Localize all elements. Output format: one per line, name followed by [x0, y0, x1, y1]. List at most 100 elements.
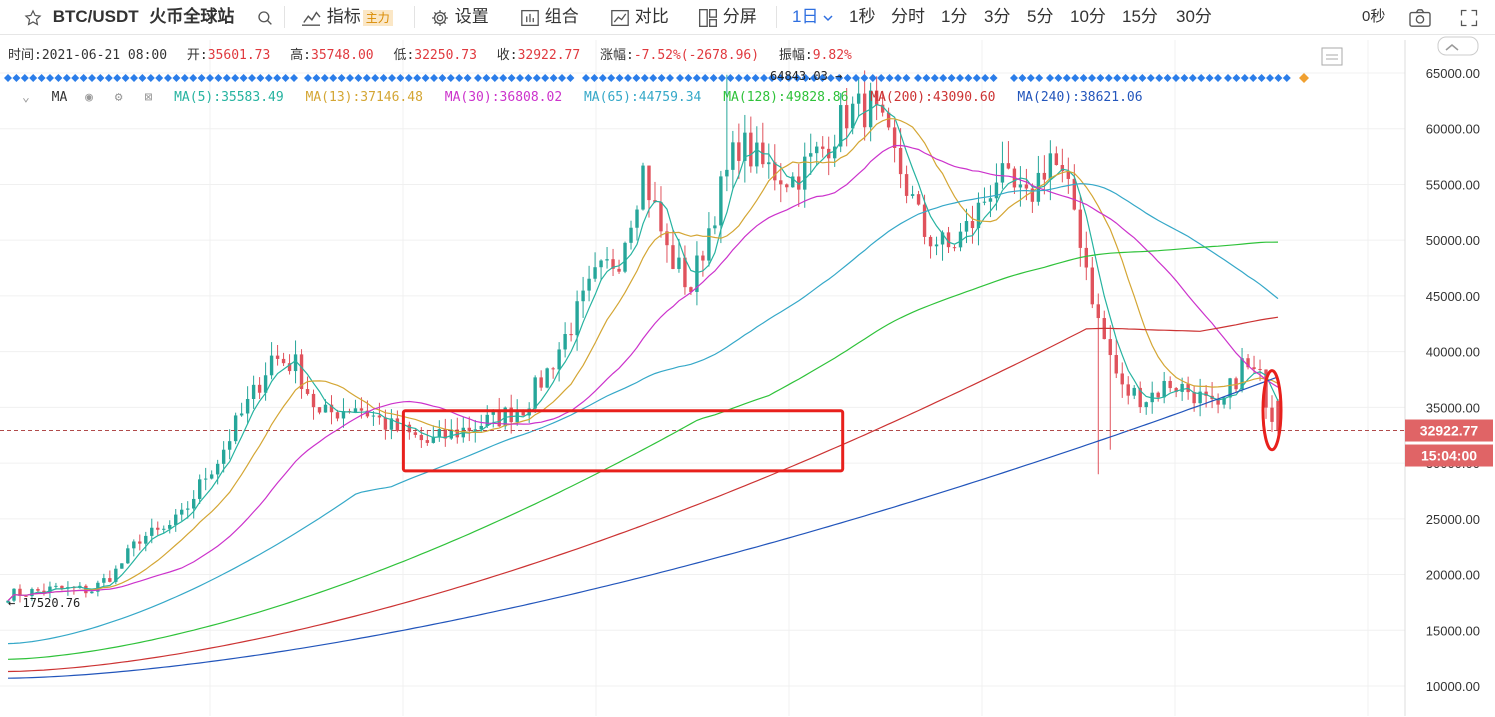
symbol-selector[interactable]: BTC/USDT 火币全球站: [24, 0, 234, 34]
event-marker: [868, 74, 877, 82]
event-marker: [96, 74, 105, 82]
candle-body: [359, 408, 364, 411]
event-marker: [281, 74, 290, 82]
event-marker: [701, 74, 710, 82]
timeframe-3m[interactable]: 3分: [984, 7, 1011, 26]
candle-body: [1276, 400, 1280, 431]
event-marker: [1249, 74, 1258, 82]
event-marker: [902, 74, 911, 82]
timeframe-5m[interactable]: 5分: [1027, 7, 1054, 26]
y-tick-label: 20000.00: [1426, 568, 1480, 583]
event-marker: [189, 74, 198, 82]
candle-body: [934, 244, 939, 247]
event-marker-row: [4, 73, 1309, 83]
candle-body: [186, 508, 190, 510]
candle-body: [120, 563, 124, 569]
event-marker: [1026, 74, 1035, 82]
event-marker: [354, 74, 363, 82]
candle-body: [1072, 178, 1077, 210]
event-marker: [104, 74, 113, 82]
event-marker: [329, 74, 338, 82]
candle-body: [365, 410, 370, 417]
gear-icon[interactable]: ⚙: [114, 90, 123, 105]
open-value: 35601.73: [207, 48, 271, 63]
split-screen-button[interactable]: 分屏: [698, 0, 757, 34]
event-marker: [180, 74, 189, 82]
ma-128-label: MA(128):49828.86: [723, 90, 849, 105]
candle-body: [593, 267, 597, 279]
event-marker: [516, 74, 524, 82]
y-tick-label: 40000.00: [1426, 345, 1480, 360]
candle-body: [587, 278, 591, 291]
event-marker: [29, 74, 38, 82]
event-marker: [1035, 74, 1044, 82]
candle-body: [1240, 358, 1244, 390]
event-marker: [430, 74, 438, 82]
timeframe-1s[interactable]: 1秒: [849, 7, 876, 26]
candle-body: [892, 127, 897, 148]
timeframe-15m[interactable]: 15分: [1122, 7, 1158, 26]
event-marker: [1088, 74, 1096, 82]
candle-body: [1132, 387, 1136, 396]
timeframe-intraday[interactable]: 分时: [891, 7, 925, 26]
fullscreen-button[interactable]: [1459, 0, 1479, 34]
search-button[interactable]: [256, 0, 274, 34]
search-icon[interactable]: [256, 9, 274, 27]
event-marker: [248, 74, 256, 82]
candle-body: [1090, 267, 1094, 305]
star-icon[interactable]: [24, 8, 42, 27]
combo-button[interactable]: 组合: [520, 0, 579, 34]
y-tick-label: 15000.00: [1426, 623, 1480, 638]
candle-body: [413, 432, 418, 435]
event-marker: [1224, 74, 1232, 82]
event-marker: [20, 74, 29, 82]
annotation-ellipse: [1261, 369, 1283, 452]
candle-body: [287, 363, 292, 372]
countdown-tag: [1405, 444, 1493, 467]
indicator-icon: [302, 10, 321, 26]
event-marker: [264, 74, 273, 82]
candle-body: [976, 202, 981, 229]
candle-body: [1030, 188, 1035, 202]
event-marker: [371, 74, 380, 82]
candle-body: [221, 449, 226, 464]
candle-body: [6, 600, 10, 603]
event-marker: [1274, 74, 1283, 82]
candle-body: [281, 358, 286, 364]
current-price-tag: [1405, 419, 1493, 442]
event-marker: [337, 74, 346, 82]
timeframe-10m[interactable]: 10分: [1070, 7, 1106, 26]
screenshot-button[interactable]: [1408, 0, 1432, 34]
candle-body: [952, 247, 957, 249]
candle-body: [24, 595, 28, 597]
timeframe-30m[interactable]: 30分: [1176, 7, 1212, 26]
candle-body: [209, 474, 214, 479]
close-icon[interactable]: ⊠: [144, 90, 153, 105]
indicators-button[interactable]: 指标 主力: [300, 0, 393, 34]
candle-body: [575, 301, 579, 336]
candle-body: [233, 415, 238, 442]
candle-body: [886, 112, 891, 128]
compare-button[interactable]: 对比: [610, 0, 669, 34]
event-marker: [964, 74, 973, 82]
candlestick-chart[interactable]: 10000.0015000.0020000.0025000.0030000.00…: [0, 35, 1495, 717]
candle-body: [659, 202, 663, 232]
timeframe-active[interactable]: 1日: [792, 0, 833, 34]
candle-body: [683, 257, 687, 288]
candle-body: [467, 427, 471, 431]
event-marker: [751, 74, 760, 82]
event-marker: [947, 74, 956, 82]
event-marker: [558, 74, 566, 82]
candle-body: [329, 404, 334, 413]
collapse-chevron-icon[interactable]: ⌄: [22, 90, 30, 105]
event-marker: [1232, 74, 1241, 82]
timeframe-1m[interactable]: 1分: [941, 7, 968, 26]
settings-button[interactable]: 设置: [430, 0, 489, 34]
current-price-value: 32922.77: [1420, 423, 1479, 439]
ma-65-label: MA(65):44759.34: [583, 90, 702, 105]
eye-icon[interactable]: ◉: [85, 90, 93, 105]
candle-body: [898, 147, 903, 175]
low-label: 低:: [393, 48, 415, 63]
candle-body: [773, 162, 777, 181]
annotation-box: [401, 409, 845, 473]
